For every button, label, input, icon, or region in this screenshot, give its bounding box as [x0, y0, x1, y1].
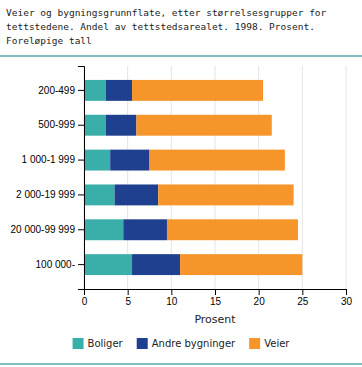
legend-label: Boliger — [88, 338, 124, 349]
y-axis: 200-499 500-999 1 000-1 999 2 000-19 999 20 … — [10, 67, 84, 290]
tick-label: 15 — [210, 296, 222, 307]
bar — [180, 254, 302, 275]
bar — [110, 150, 149, 171]
legend-item: Boliger — [73, 338, 124, 349]
axis-line — [78, 67, 85, 290]
bar — [106, 115, 137, 136]
tick: 25 — [297, 289, 309, 307]
tick-mark — [78, 160, 84, 161]
bar — [84, 150, 110, 171]
tick: 500-999 — [38, 119, 84, 130]
separator — [0, 363, 362, 364]
legend-swatch — [73, 338, 84, 349]
tick-label: 0 — [82, 296, 88, 307]
bar — [84, 184, 115, 205]
bar — [158, 184, 293, 205]
tick-mark — [78, 264, 84, 265]
grid-line — [346, 66, 347, 289]
bar — [132, 80, 263, 101]
separator — [0, 55, 362, 56]
tick-label: 25 — [297, 296, 309, 307]
legend-item: Veier — [249, 338, 290, 349]
axis-line — [85, 290, 347, 296]
tick: 1 000-1 999 — [22, 154, 84, 165]
legend-item: Andre bygninger — [137, 338, 236, 349]
legend-label: Veier — [264, 338, 290, 349]
title-line: tettstedene. Andel av tettstedsarealet. … — [6, 21, 315, 32]
tick-label: 200-499 — [38, 85, 75, 96]
tick-label: 1 000-1 999 — [22, 154, 76, 165]
tick-mark — [346, 289, 347, 295]
tick: 20 — [254, 289, 266, 307]
bar — [167, 219, 298, 240]
tick: 20 000-99 999 — [10, 224, 84, 235]
bar — [115, 184, 159, 205]
tick-mark — [78, 194, 84, 195]
legend-label: Andre bygninger — [152, 338, 236, 349]
tick-label: 100 000- — [36, 259, 75, 270]
tick-mark — [78, 125, 84, 126]
tick-label: 500-999 — [38, 119, 75, 130]
bar — [84, 115, 106, 136]
chart: Veier og bygningsgrunnflate, etter størr… — [0, 0, 362, 367]
x-axis-title: Prosent — [194, 313, 236, 326]
bar — [84, 254, 132, 275]
bar — [150, 150, 285, 171]
legend-swatch — [137, 338, 148, 349]
bar — [123, 219, 167, 240]
bar — [132, 254, 180, 275]
bar — [106, 80, 132, 101]
tick: 0 — [82, 289, 88, 307]
tick-mark — [78, 90, 84, 91]
legend-swatch — [249, 338, 260, 349]
title: Veier og bygningsgrunnflate, etter størr… — [6, 7, 327, 46]
x-axis: 0 5 10 15 20 25 30 — [82, 289, 353, 307]
tick-mark — [302, 289, 303, 295]
title-line: Veier og bygningsgrunnflate, etter størr… — [6, 7, 327, 18]
series — [132, 80, 302, 275]
tick-label: 20 — [254, 296, 266, 307]
grid — [84, 66, 346, 289]
title-line: Foreløpige tall — [6, 35, 92, 46]
tick-label: 30 — [341, 296, 353, 307]
tick: 30 — [341, 289, 353, 307]
bar — [84, 219, 123, 240]
tick-label: 5 — [125, 296, 131, 307]
tick: 100 000- — [36, 259, 84, 270]
series — [106, 80, 180, 275]
bar — [136, 115, 271, 136]
tick-mark — [171, 289, 172, 295]
tick-label: 20 000-99 999 — [10, 224, 75, 235]
tick: 15 — [210, 289, 222, 307]
tick-label: 10 — [166, 296, 178, 307]
legend: Boliger Andre bygninger Veier — [73, 338, 291, 349]
bars — [84, 80, 302, 275]
tick-mark — [78, 229, 84, 230]
bar — [84, 80, 106, 101]
tick-mark — [259, 289, 260, 295]
plot: 0 5 10 15 20 25 30 200-499 500-999 1 000-1 999 2 0… — [10, 66, 352, 326]
tick-mark — [215, 289, 216, 295]
tick: 10 — [166, 289, 178, 307]
series — [84, 80, 132, 275]
tick-mark — [128, 289, 129, 295]
tick: 5 — [125, 289, 131, 307]
tick: 200-499 — [38, 85, 84, 96]
tick: 2 000-19 999 — [16, 189, 84, 200]
tick-label: 2 000-19 999 — [16, 189, 75, 200]
